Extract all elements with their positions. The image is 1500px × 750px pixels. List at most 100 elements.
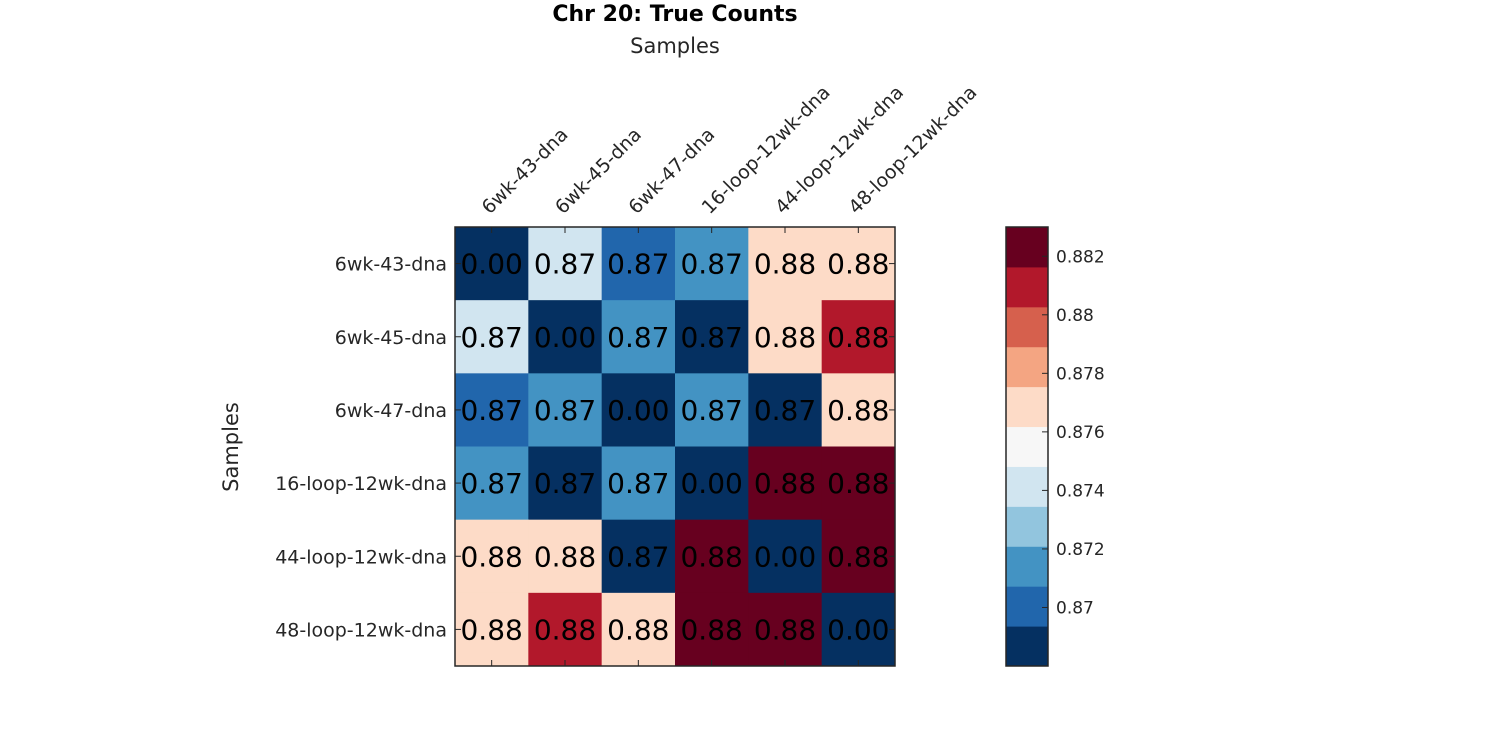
heatmap-cell [601, 519, 676, 594]
heatmap-cell [601, 446, 676, 521]
colorbar-swatch [1006, 426, 1048, 467]
cell-value-label: 0.00 [607, 394, 669, 427]
cell-value-label: 0.87 [460, 394, 522, 427]
row-tick-labels: 6wk-43-dna 6wk-45-dna 6wk-47-dna 16-loop-12… [275, 254, 447, 642]
cell-value-label: 0.88 [680, 613, 742, 646]
heatmap-cell-labels: 0.00 0.87 0.87 0.87 0.88 0.88 0.87 0.00 0.87 0.87… [460, 248, 889, 647]
colorbar-tick-label: 0.882 [1056, 247, 1105, 267]
heatmap-cell [455, 446, 529, 521]
cell-value-label: 0.88 [827, 394, 889, 427]
heatmap-cell [455, 519, 529, 594]
heatmap-cell [528, 300, 603, 374]
cell-value-label: 0.88 [534, 613, 596, 646]
heatmap-cell [601, 373, 676, 447]
colorbar-border [1005, 226, 1049, 667]
row-tick-label: 6wk-47-dna [335, 400, 447, 422]
cell-value-label: 0.88 [827, 321, 889, 354]
colorbar-swatch [1006, 227, 1048, 268]
heatmap-cell [601, 300, 676, 374]
row-tick-label: 16-loop-12wk-dna [275, 473, 447, 495]
cell-value-label: 0.00 [827, 613, 889, 646]
colorbar-swatch [1006, 266, 1048, 308]
cell-value-label: 0.88 [754, 248, 816, 281]
chart-title: Chr 20: True Counts [552, 2, 797, 27]
cell-value-label: 0.00 [534, 321, 596, 354]
cell-value-label: 0.87 [680, 394, 742, 427]
colorbar: 0.87 0.872 0.874 0.876 0.878 0.88 0.882 [1005, 226, 1105, 667]
plot-frame [454, 226, 896, 667]
cell-value-label: 0.87 [680, 321, 742, 354]
cell-value-label: 0.87 [534, 248, 596, 281]
heatmap-cell [821, 373, 896, 447]
heatmap-cell [675, 373, 749, 447]
heatmap-cell [528, 446, 603, 521]
heatmap-cell [675, 446, 749, 521]
colorbar-swatch [1006, 306, 1048, 348]
cell-value-label: 0.87 [460, 321, 522, 354]
colorbar-tick-label: 0.872 [1056, 540, 1105, 560]
heatmap-cell [455, 592, 529, 667]
colorbar-swatch [1006, 546, 1048, 587]
heatmap-cell [748, 300, 823, 374]
row-tick-label: 48-loop-12wk-dna [275, 619, 447, 641]
row-tick-label: 44-loop-12wk-dna [275, 546, 447, 568]
cell-value-label: 0.88 [680, 540, 742, 573]
heatmap-cell [675, 519, 749, 594]
cell-value-label: 0.88 [827, 248, 889, 281]
cell-value-label: 0.87 [607, 467, 669, 500]
colorbar-swatch [1006, 506, 1048, 547]
cell-value-label: 0.88 [754, 321, 816, 354]
cell-value-label: 0.87 [534, 394, 596, 427]
cell-value-label: 0.88 [460, 613, 522, 646]
heatmap-cell [748, 227, 823, 301]
heatmap-cell [528, 592, 603, 667]
cell-value-label: 0.00 [754, 540, 816, 573]
cell-value-label: 0.87 [754, 394, 816, 427]
heatmap-cell [528, 519, 603, 594]
heatmap-cell [675, 300, 749, 374]
y-axis-label: Samples [219, 402, 243, 492]
colorbar-tick-label: 0.876 [1056, 423, 1105, 443]
heatmap-cell [821, 519, 896, 594]
column-tick-label: 48-loop-12wk-dna [844, 81, 981, 218]
cell-value-label: 0.87 [607, 540, 669, 573]
cell-value-label: 0.00 [680, 467, 742, 500]
heatmap-cell [528, 373, 603, 447]
heatmap-cell [455, 373, 529, 447]
colorbar-swatch [1006, 386, 1048, 428]
cell-value-label: 0.87 [680, 248, 742, 281]
colorbar-tick-label: 0.88 [1056, 306, 1094, 326]
cell-value-label: 0.88 [607, 613, 669, 646]
cell-value-label: 0.88 [460, 540, 522, 573]
colorbar-swatch [1006, 466, 1048, 507]
column-tick-label: 16-loop-12wk-dna [698, 81, 835, 218]
cell-value-label: 0.88 [534, 540, 596, 573]
cell-value-label: 0.88 [827, 540, 889, 573]
cell-value-label: 0.87 [607, 321, 669, 354]
cell-value-label: 0.87 [460, 467, 522, 500]
heatmap-cell [821, 446, 896, 521]
colorbar-swatch [1006, 586, 1048, 627]
colorbar-swatch [1006, 346, 1048, 388]
plot-border [454, 226, 896, 667]
row-tick-label: 6wk-43-dna [335, 254, 447, 276]
cell-value-label: 0.88 [754, 613, 816, 646]
colorbar-swatch [1006, 626, 1048, 667]
heatmap-cell [675, 227, 749, 301]
cell-value-label: 0.87 [607, 248, 669, 281]
cell-value-label: 0.00 [460, 248, 522, 281]
heatmap-cell [748, 446, 823, 521]
cell-value-label: 0.87 [534, 467, 596, 500]
column-tick-label: 44-loop-12wk-dna [771, 81, 908, 218]
heatmap-cell [748, 592, 823, 667]
heatmap-cell [455, 300, 529, 374]
heatmap-cell [675, 592, 749, 667]
heatmap-cells [455, 227, 896, 667]
cell-value-label: 0.88 [754, 467, 816, 500]
colorbar-tick-label: 0.878 [1056, 364, 1105, 384]
heatmap-cell [748, 519, 823, 594]
heatmap-cell [601, 592, 676, 667]
heatmap-cell [821, 227, 896, 301]
colorbar-tick-label: 0.874 [1056, 481, 1105, 501]
